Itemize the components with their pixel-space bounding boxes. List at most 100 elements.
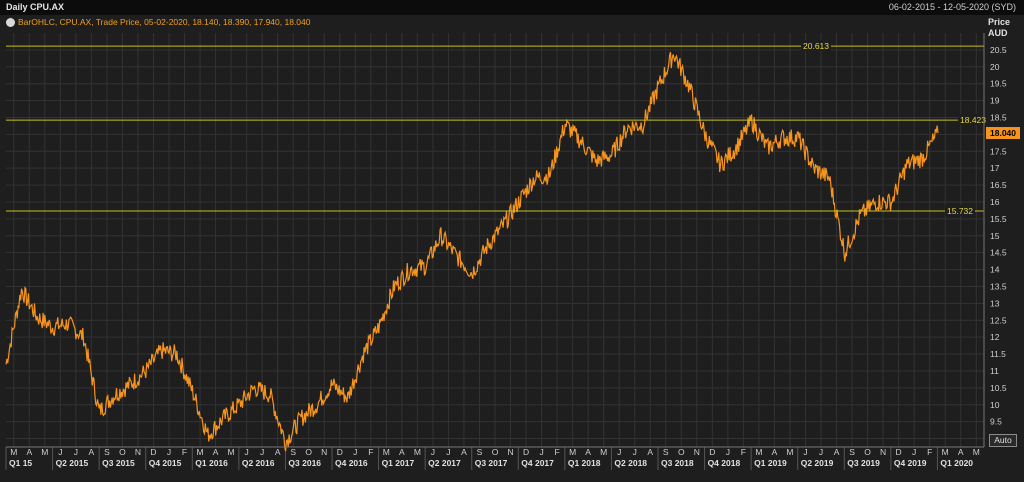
x-month-label: F [368,447,373,457]
x-quarter-label: Q2 2018 [614,458,647,468]
x-month-label: F [182,447,187,457]
x-month-label: J [912,447,916,457]
level-label-bg [801,40,831,52]
y-tick-label: 20.5 [990,45,1007,55]
y-tick-label: 17 [990,163,1000,173]
x-month-label: A [834,447,840,457]
x-month-label: D [896,447,902,457]
y-tick-label: 11 [990,366,999,376]
y-tick-label: 14.5 [990,248,1007,258]
y-tick-label: 18.5 [990,112,1007,122]
level-label: 15.732 [947,206,973,216]
x-month-label: A [275,447,281,457]
x-month-label: S [477,447,483,457]
x-month-label: A [399,447,405,457]
x-month-label: O [864,447,871,457]
x-month-label: M [942,447,949,457]
y-tick-label: 10 [990,400,1000,410]
level-label: 20.613 [803,41,829,51]
last-price-badge [986,127,1020,140]
x-quarter-label: Q4 2016 [335,458,368,468]
x-quarter-label: Q2 2015 [56,458,89,468]
x-month-label: A [585,447,591,457]
x-month-label: J [431,447,435,457]
x-quarter-label: Q4 2017 [521,458,554,468]
x-quarter-label: Q4 2019 [894,458,927,468]
x-month-label: J [58,447,62,457]
x-month-label: N [880,447,886,457]
title-bar: Daily CPU.AX 06-02-2015 - 12-05-2020 (SY… [0,0,1024,15]
x-month-label: S [849,447,855,457]
x-quarter-label: Q3 2017 [475,458,508,468]
x-month-label: M [600,447,607,457]
x-quarter-label: Q1 2018 [568,458,601,468]
x-month-label: J [353,447,357,457]
y-tick-label: 19 [990,96,1000,106]
y-tick-label: 9.5 [990,417,1002,427]
x-month-label: S [663,447,669,457]
last-price-label: 18.040 [990,128,1016,138]
x-month-label: O [119,447,126,457]
x-quarter-label: Q2 2017 [428,458,461,468]
x-month-label: O [305,447,312,457]
x-quarter-label: Q2 2016 [242,458,275,468]
price-axis-label: Price [988,17,1011,27]
level-label-bg [958,114,988,126]
x-month-label: M [10,447,17,457]
x-month-label: N [507,447,513,457]
x-month-label: A [647,447,653,457]
x-month-label: M [786,447,793,457]
x-month-label: J [446,447,450,457]
info-circle-icon[interactable] [6,17,15,27]
y-tick-label: 13 [990,298,1000,308]
x-month-label: D [709,447,715,457]
level-label-bg [945,205,975,217]
level-label: 18.423 [960,115,986,125]
x-month-label: A [772,447,778,457]
y-tick-label: 16 [990,197,1000,207]
price-series-line [5,51,939,452]
x-month-label: F [554,447,559,457]
x-month-label: S [104,447,110,457]
x-month-label: J [803,447,807,457]
x-month-label: M [414,447,421,457]
x-month-label: D [150,447,156,457]
legend-text: BarOHLC, CPU.AX, Trade Price, 05-02-2020… [18,17,311,27]
x-month-label: A [213,447,219,457]
x-month-label: M [228,447,235,457]
x-quarter-label: Q4 2018 [708,458,741,468]
y-tick-label: 14 [990,265,1000,275]
x-quarter-label: Q2 2019 [801,458,834,468]
x-month-label: J [167,447,171,457]
y-tick-label: 11.5 [990,349,1006,359]
x-quarter-label: Q1 15 [9,458,32,468]
x-month-label: J [633,447,637,457]
x-quarter-label: Q3 2015 [102,458,135,468]
x-month-label: O [678,447,685,457]
x-quarter-label: Q1 2019 [754,458,787,468]
y-tick-label: 15 [990,231,1000,241]
x-quarter-label: Q4 2015 [149,458,182,468]
x-month-label: M [973,447,980,457]
x-quarter-label: Q1 2016 [195,458,228,468]
x-month-label: J [539,447,543,457]
x-month-label: F [741,447,746,457]
x-month-label: A [89,447,95,457]
auto-scale-button[interactable]: Auto [989,434,1017,447]
y-tick-label: 10.5 [990,383,1007,393]
x-month-label: J [260,447,264,457]
x-month-label: M [197,447,204,457]
x-month-label: M [569,447,576,457]
x-month-label: J [74,447,78,457]
date-range: 06-02-2015 - 12-05-2020 (SYD) [888,2,1016,12]
series-legend[interactable]: BarOHLC, CPU.AX, Trade Price, 05-02-2020… [6,17,311,27]
x-month-label: N [694,447,700,457]
currency-label: AUD [988,28,1008,38]
x-month-label: M [383,447,390,457]
y-tick-label: 17.5 [990,146,1007,156]
x-month-label: J [617,447,621,457]
x-month-label: A [958,447,964,457]
y-tick-label: 15.5 [990,214,1007,224]
x-month-label: N [135,447,141,457]
